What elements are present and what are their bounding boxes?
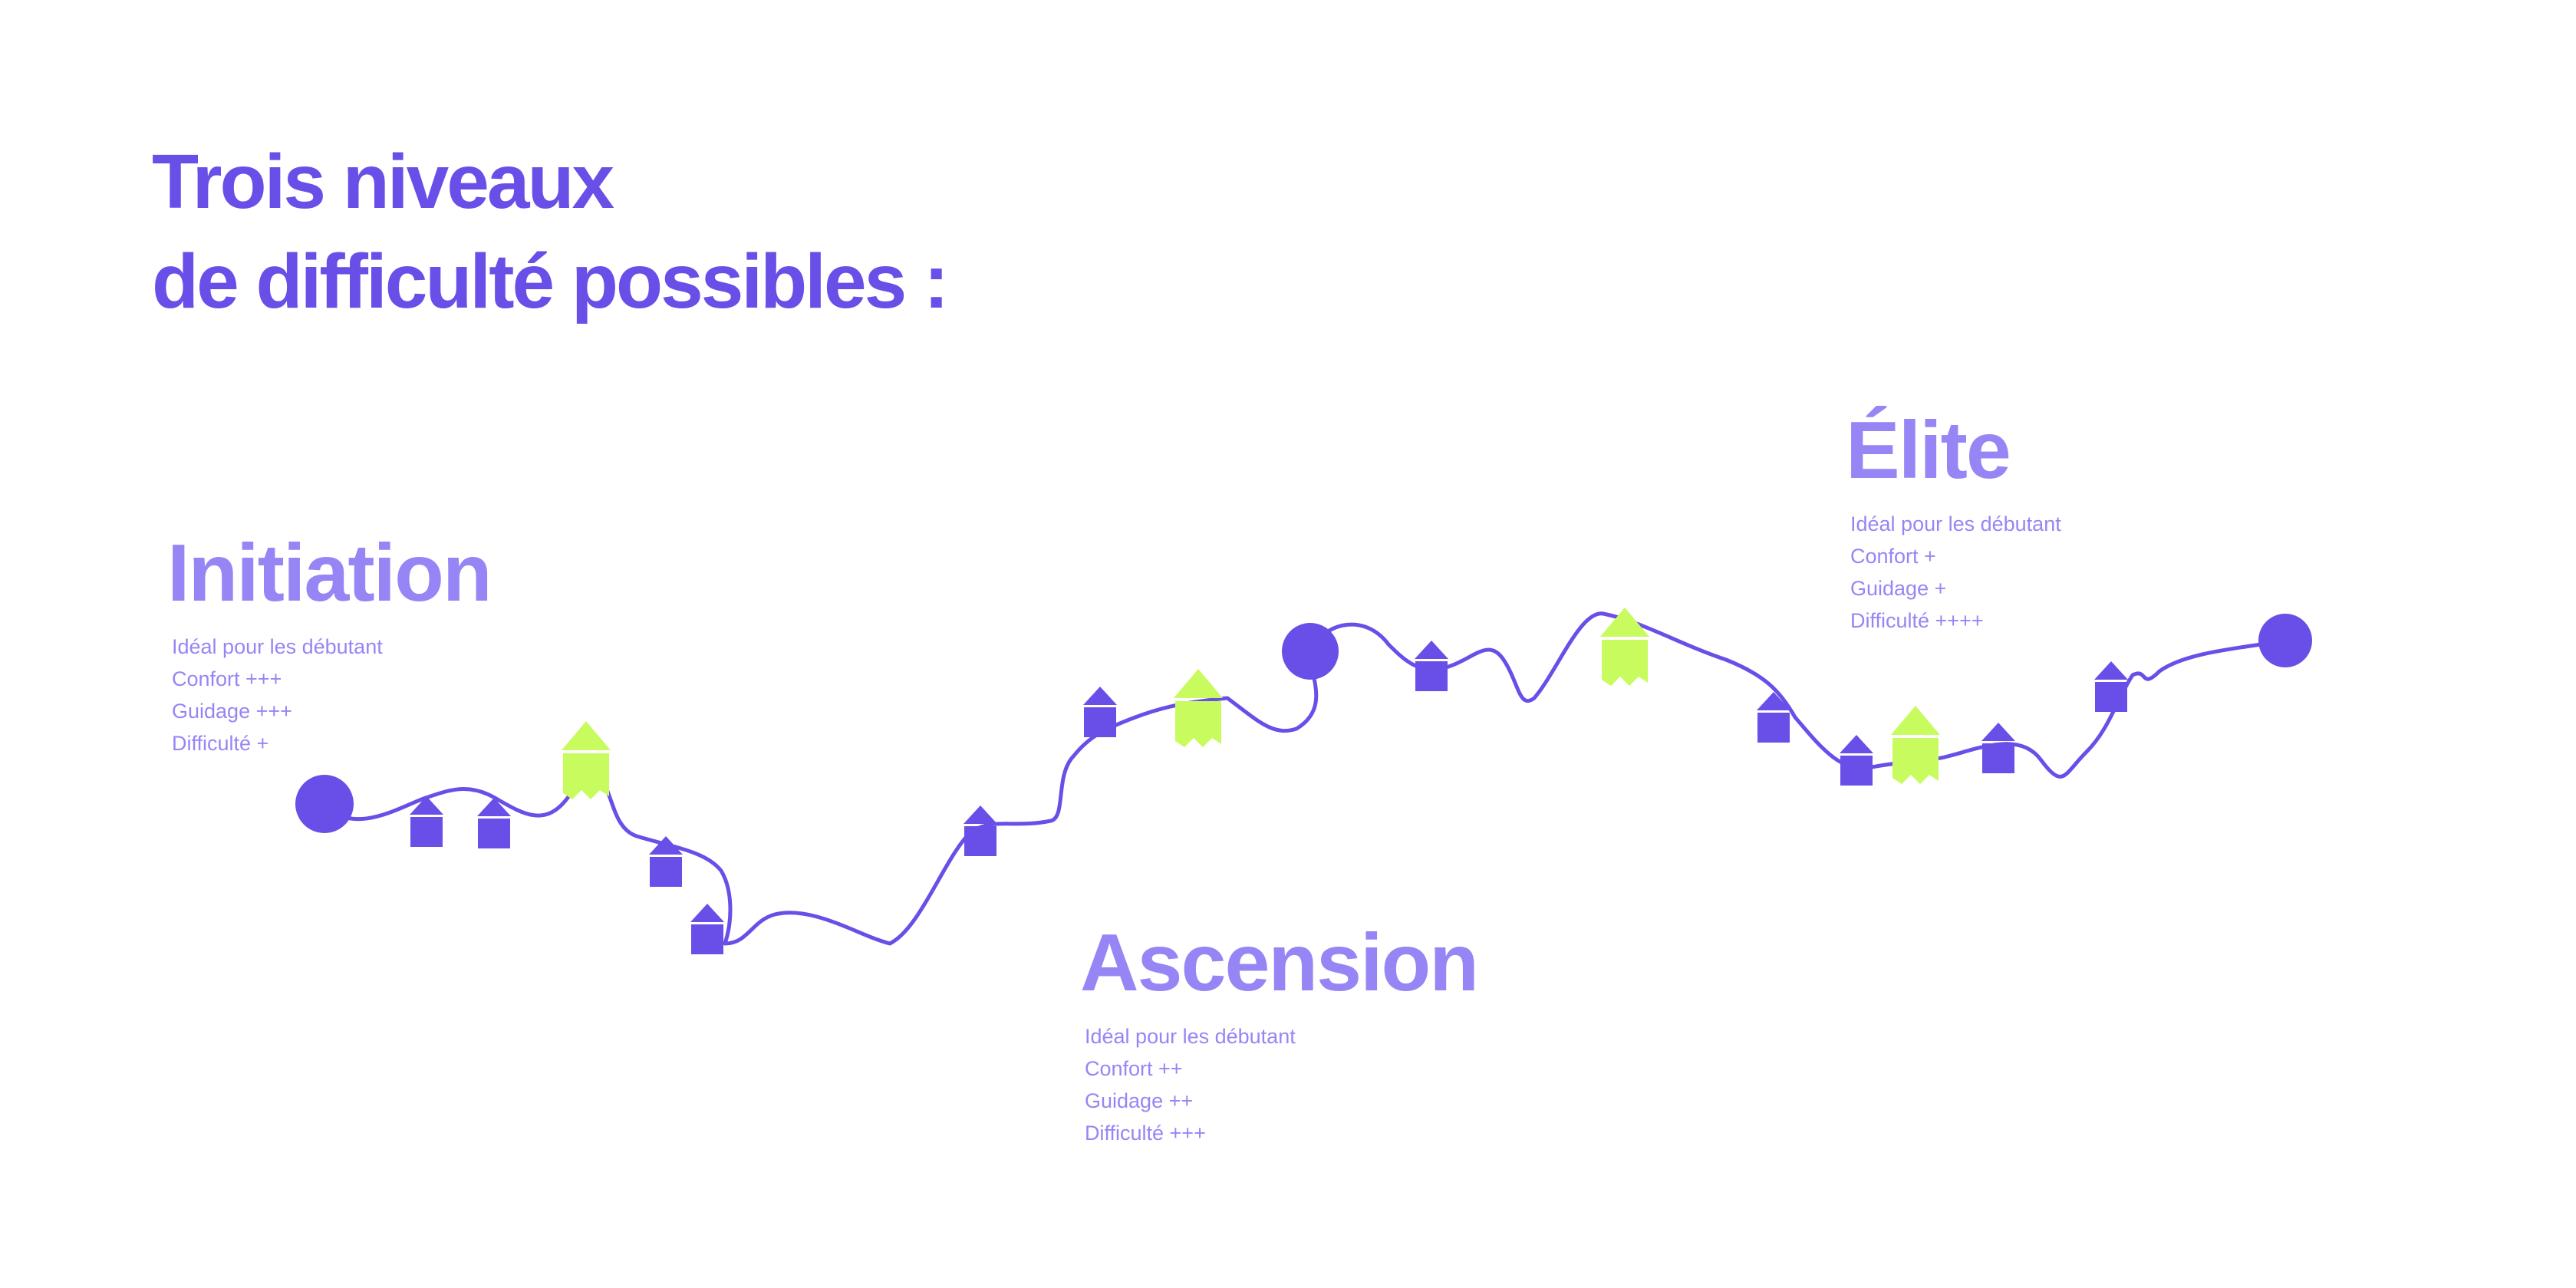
level-initiation-comfort: Confort +++ [172,667,282,690]
level-ascension-guidance: Guidage ++ [1085,1089,1194,1112]
house-icon [1083,687,1117,737]
house-icon [1981,723,2015,773]
mid-circle-icon [1282,623,1339,680]
level-initiation-guidance: Guidage +++ [172,700,292,723]
start-circle-icon [295,775,354,833]
highlight-house-icon [562,721,611,799]
level-ascension-difficulty: Difficulté +++ [1085,1122,1206,1145]
level-elite-comfort: Confort + [1850,545,1936,568]
house-icon [410,796,443,847]
highlight-house-icon [1600,608,1649,686]
level-initiation-title: Initiation [167,528,492,618]
house-icon [2094,661,2128,712]
house-icon [1757,692,1790,743]
highlight-house-icon [1891,706,1940,784]
house-icon [1840,735,1873,786]
level-elite-audience: Idéal pour les débutant [1850,512,2061,535]
page-title-line-1: Trois niveaux [152,139,614,225]
level-ascension-title: Ascension [1080,917,1479,1008]
highlight-house-icon [1174,669,1223,747]
page-title-line-2: de difficulté possibles : [152,239,949,324]
level-initiation-difficulty: Difficulté + [172,732,269,755]
house-icon [690,904,724,954]
house-icon [1415,641,1448,691]
level-elite-difficulty: Difficulté ++++ [1850,609,1984,632]
end-circle-icon [2258,614,2312,667]
level-elite-title: Élite [1846,405,2011,496]
house-icon [964,805,997,856]
level-ascension-comfort: Confort ++ [1085,1057,1183,1080]
level-ascension-audience: Idéal pour les débutant [1085,1025,1296,1048]
house-icon [477,798,511,848]
level-elite-guidance: Guidage + [1850,577,1947,600]
trail-path [322,611,2288,946]
level-initiation-audience: Idéal pour les débutant [172,635,383,658]
level-ascension: Ascension Idéal pour les débutant Confor… [1080,917,1479,1149]
page-title: Trois niveaux de difficulté possibles : [152,132,949,331]
house-icon [649,836,683,887]
level-elite: Élite Idéal pour les débutant Confort + … [1846,405,2061,637]
level-initiation: Initiation Idéal pour les débutant Confo… [167,528,492,759]
